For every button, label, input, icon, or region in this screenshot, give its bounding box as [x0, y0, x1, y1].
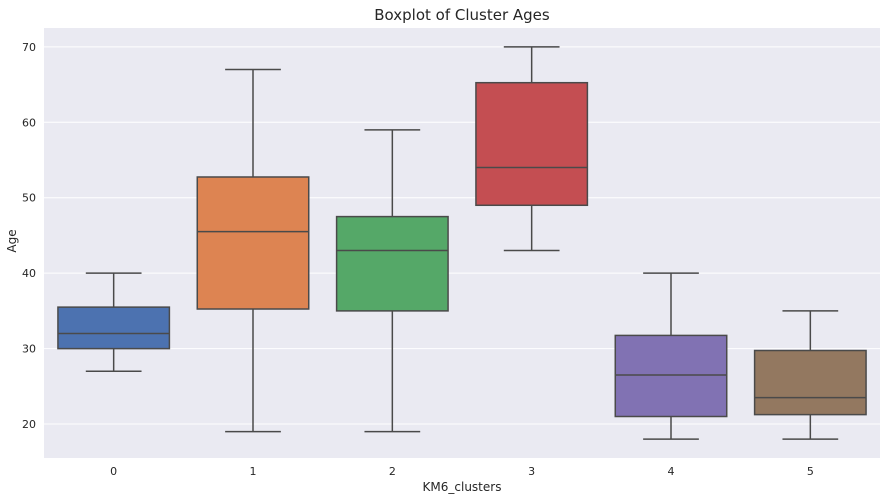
- x-axis-label: KM6_clusters: [423, 480, 502, 494]
- y-tick-label: 20: [22, 418, 36, 431]
- iqr-box: [475, 81, 589, 207]
- y-tick-label: 70: [22, 41, 36, 54]
- x-tick-label: 5: [807, 465, 814, 478]
- box-group-1: [196, 68, 310, 433]
- iqr-box: [335, 215, 449, 312]
- box-group-2: [335, 129, 449, 433]
- x-tick-label: 1: [250, 465, 257, 478]
- box-group-4: [614, 272, 728, 440]
- iqr-box: [614, 334, 728, 418]
- chart-title: Boxplot of Cluster Ages: [374, 6, 550, 24]
- x-tick-label: 2: [389, 465, 396, 478]
- plot-background: [44, 28, 880, 458]
- boxes: [57, 46, 867, 440]
- x-tick-label: 0: [110, 465, 117, 478]
- x-tick-labels: 0 1 2 3 4 5: [110, 465, 814, 478]
- iqr-box: [196, 176, 310, 310]
- y-axis-label: Age: [5, 229, 19, 252]
- x-tick-label: 4: [668, 465, 675, 478]
- y-tick-label: 30: [22, 343, 36, 356]
- x-tick-label: 3: [528, 465, 535, 478]
- box-group-3: [475, 46, 589, 252]
- box-group-0: [57, 272, 171, 372]
- iqr-box: [753, 349, 867, 416]
- y-tick-labels: 20 30 40 50 60 70: [22, 41, 36, 431]
- y-tick-label: 40: [22, 267, 36, 280]
- box-group-5: [753, 310, 867, 440]
- gridlines: [44, 46, 880, 425]
- iqr-box: [57, 306, 171, 350]
- y-tick-label: 50: [22, 192, 36, 205]
- y-tick-label: 60: [22, 116, 36, 129]
